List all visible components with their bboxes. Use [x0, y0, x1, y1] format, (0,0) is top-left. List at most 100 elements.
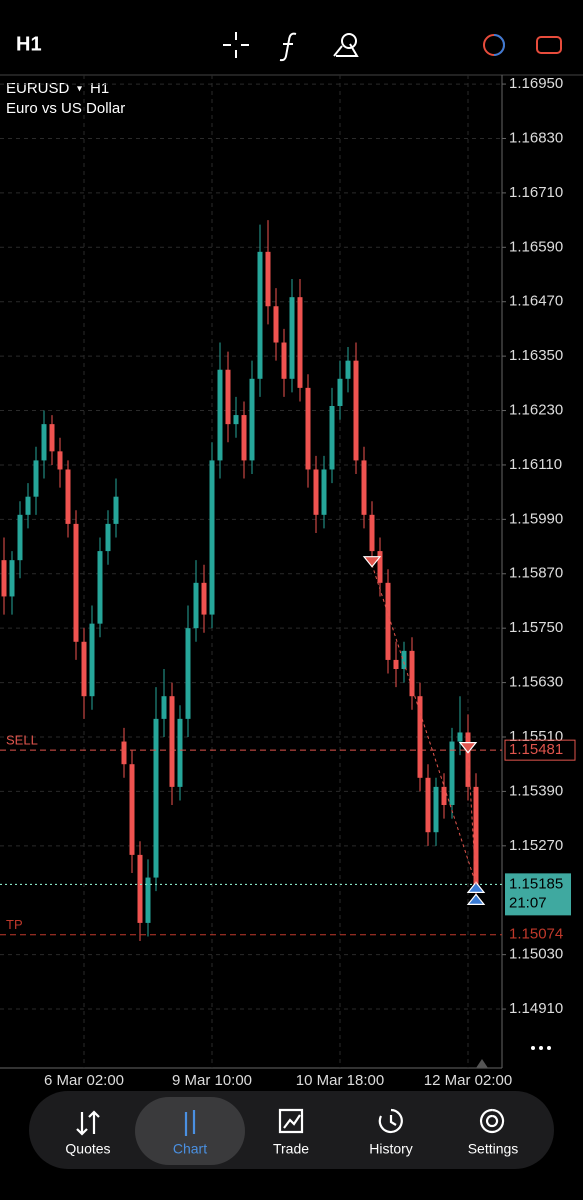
- candle-body: [305, 387, 311, 470]
- nav-bar: [29, 1091, 554, 1169]
- candle-body: [81, 641, 87, 697]
- indicator-icon[interactable]: [279, 32, 297, 62]
- candle-body: [169, 696, 175, 787]
- candle-body: [73, 523, 79, 642]
- candle-body: [121, 741, 127, 765]
- candle-body: [1, 560, 7, 597]
- nav-label[interactable]: Settings: [468, 1141, 519, 1157]
- candle-body: [329, 406, 335, 470]
- candle-body: [193, 582, 199, 629]
- y-tick-label: 1.15510: [509, 728, 563, 745]
- candle-body: [41, 424, 47, 461]
- candle-body: [265, 251, 271, 307]
- candle-body: [249, 378, 255, 461]
- y-tick-label: 1.16710: [509, 184, 563, 201]
- candle-body: [473, 786, 479, 885]
- y-tick-label: 1.16830: [509, 129, 563, 146]
- trade-icon[interactable]: [536, 36, 562, 54]
- candle-body: [65, 469, 71, 524]
- nav-icon[interactable]: [378, 1108, 403, 1134]
- candle-body: [9, 560, 15, 597]
- y-tick-label: 1.16110: [509, 456, 562, 473]
- order-level-price: 1.15074: [509, 926, 563, 943]
- candle-body: [201, 582, 207, 615]
- candle-body: [57, 451, 63, 470]
- timeframe-button[interactable]: H1: [16, 33, 42, 55]
- current-price-box: [505, 873, 571, 916]
- candle-body: [33, 460, 39, 497]
- close-arrow: [466, 881, 486, 893]
- candle-body: [49, 424, 55, 452]
- candle-body: [393, 659, 399, 669]
- bar-countdown: 21:07: [509, 894, 547, 911]
- candle-body: [345, 360, 351, 379]
- y-tick-label: 1.16470: [509, 293, 563, 310]
- candle-body: [457, 732, 463, 742]
- more-menu[interactable]: [531, 1046, 551, 1050]
- y-tick-label: 1.15270: [509, 837, 563, 854]
- candle-body: [465, 732, 471, 787]
- order-level-label: SELL: [6, 733, 38, 748]
- sell-arrow: [362, 556, 382, 568]
- nav-active-pill: [135, 1097, 245, 1165]
- candle-body: [225, 369, 231, 425]
- nav-icon[interactable]: [479, 1108, 505, 1134]
- x-tick-label: 9 Mar 10:00: [172, 1072, 252, 1089]
- candle-body: [185, 628, 191, 719]
- y-tick-label: 1.16230: [509, 402, 563, 419]
- nav-icon[interactable]: [278, 1108, 304, 1134]
- candle-body: [97, 551, 103, 624]
- y-tick-label: 1.15030: [509, 946, 563, 963]
- trade-path: [467, 750, 477, 885]
- candle-body: [233, 415, 239, 425]
- candle-body: [257, 251, 263, 379]
- price-tag-box: [504, 739, 576, 761]
- candle-body: [425, 777, 431, 833]
- candle-body: [321, 469, 327, 515]
- candle-body: [161, 696, 167, 719]
- candle-body: [113, 496, 119, 524]
- candle-body: [377, 551, 383, 583]
- scroll-marker: [476, 1059, 488, 1068]
- candle-body: [129, 764, 135, 855]
- candle-body: [137, 854, 143, 923]
- y-tick-label: 1.15990: [509, 510, 563, 527]
- candle-body: [89, 623, 95, 697]
- x-tick-label: 10 Mar 18:00: [296, 1072, 384, 1089]
- candle-body: [369, 514, 375, 552]
- plot: 1.16950 1.16830 1.16710 1.16590 1.16470 1.163…: [0, 75, 576, 1089]
- candle-body: [209, 460, 215, 615]
- dropdown-arrow: ▾: [77, 84, 82, 95]
- candle-body: [145, 877, 151, 923]
- y-tick-label: 1.16950: [509, 75, 563, 92]
- candle-body: [385, 582, 391, 660]
- y-tick-label: 1.16590: [509, 238, 563, 255]
- symbol: EURUSD: [6, 80, 70, 97]
- candle-body: [25, 496, 31, 515]
- nav-label[interactable]: Trade: [273, 1141, 309, 1157]
- nav-label[interactable]: Chart: [173, 1141, 207, 1157]
- x-tick-label: 6 Mar 02:00: [44, 1072, 124, 1089]
- sell-arrow: [458, 742, 478, 754]
- candle-body: [241, 415, 247, 461]
- candle-body: [409, 650, 415, 697]
- objects-icon[interactable]: [333, 33, 359, 57]
- nav-label[interactable]: History: [369, 1141, 413, 1157]
- nav-label[interactable]: Quotes: [65, 1141, 110, 1157]
- nav-icon[interactable]: [184, 1110, 196, 1136]
- nav-icon[interactable]: [76, 1110, 100, 1136]
- crosshair-icon[interactable]: [223, 32, 249, 58]
- candle-body: [361, 460, 367, 515]
- y-tick-label: 1.16350: [509, 347, 563, 364]
- candle-body: [17, 514, 23, 561]
- candle-body: [105, 523, 111, 552]
- y-tick-label: 1.15630: [509, 674, 563, 691]
- candle-body: [281, 342, 287, 379]
- candle-body: [297, 297, 303, 388]
- candle-body: [417, 696, 423, 778]
- trade-path: [371, 564, 477, 885]
- account-icon[interactable]: [483, 34, 505, 56]
